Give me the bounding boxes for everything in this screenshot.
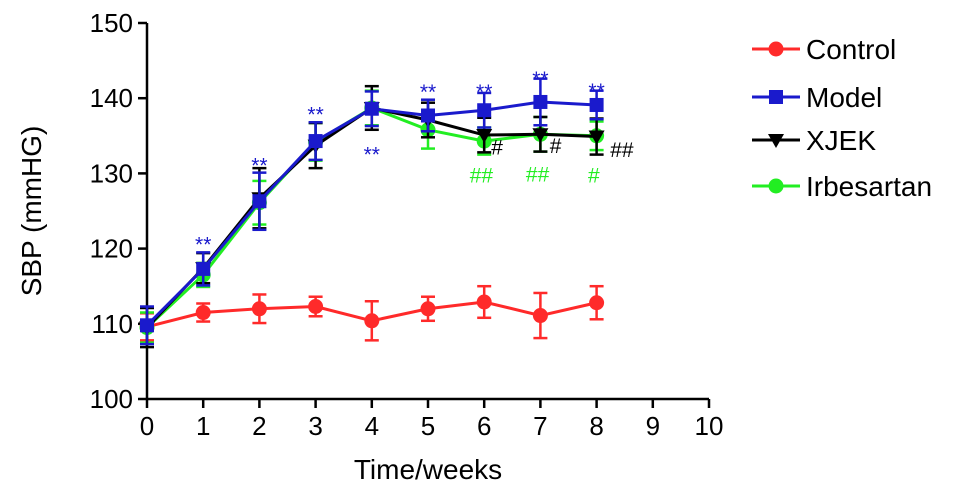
significance-annotations: ********** ******# # #### ## # — [195, 68, 634, 256]
legend-marker-model — [769, 90, 783, 104]
series-line-xjek — [145, 106, 597, 329]
x-tick-label: 0 — [140, 411, 154, 441]
data-point-model — [364, 101, 379, 116]
annotation-mark: ** — [307, 104, 323, 127]
data-point-model — [252, 194, 267, 209]
data-point-control — [476, 294, 492, 310]
data-point-model — [477, 103, 492, 118]
data-point-control — [532, 308, 548, 324]
annotation-mark: # — [491, 137, 503, 160]
annotation-mark: ## — [610, 139, 634, 162]
data-point-control — [195, 305, 211, 321]
data-point-model — [308, 134, 323, 149]
annotation-mark: # — [550, 135, 562, 158]
data-point-xjek — [588, 130, 605, 145]
axes: 100 110 120 130 140 150 0 1 2 3 4 5 6 7 8 9 10 — [90, 8, 724, 441]
annotation-mark: ## — [526, 164, 550, 187]
y-tick-label: 150 — [90, 8, 133, 38]
y-tick-label: 100 — [90, 384, 133, 414]
series-control — [139, 284, 605, 342]
x-tick-label: 4 — [365, 411, 379, 441]
annotation-mark: ** — [195, 234, 211, 257]
data-point-control — [364, 313, 380, 329]
data-point-model — [140, 318, 154, 333]
data-point-xjek — [532, 128, 549, 143]
legend-label-xjek: XJEK — [806, 125, 876, 156]
series-line-irbesartan — [145, 106, 597, 329]
legend-item-irbesartan: Irbesartan — [752, 171, 932, 202]
legend-label-control: Control — [806, 34, 896, 65]
x-axis-title: Time/weeks — [354, 454, 502, 485]
x-tick-label: 10 — [695, 411, 724, 441]
annotation-mark: ** — [420, 81, 436, 104]
annotation-mark: ** — [532, 68, 548, 91]
x-tick-label: 1 — [196, 411, 210, 441]
legend-label-model: Model — [806, 82, 882, 113]
series-model — [140, 77, 604, 346]
data-point-model — [589, 97, 604, 112]
legend-label-irbesartan: Irbesartan — [806, 171, 932, 202]
annotation-mark: ** — [588, 80, 604, 103]
y-tick-label: 110 — [92, 309, 133, 339]
y-tick-label: 130 — [90, 158, 133, 188]
legend-marker-control — [768, 41, 784, 57]
legend-item-control: Control — [752, 34, 896, 65]
annotation-mark: # — [588, 164, 600, 187]
data-point-model — [421, 108, 435, 123]
y-axis-title: SBP (mmHG) — [16, 126, 47, 297]
legend: Control Model XJEK Irbesartan — [752, 34, 932, 202]
data-point-control — [589, 295, 605, 311]
annotation-mark: ** — [251, 155, 267, 178]
legend-marker-irbesartan — [768, 178, 784, 194]
legend-marker-xjek — [768, 134, 784, 148]
annotation-mark: ## — [470, 164, 494, 187]
x-tick-label: 6 — [477, 411, 491, 441]
x-tick-label: 7 — [533, 411, 547, 441]
x-tick-label: 2 — [252, 411, 266, 441]
data-point-model — [196, 261, 211, 276]
y-tick-label: 140 — [90, 83, 133, 113]
x-tick-label: 9 — [646, 411, 660, 441]
x-tick-label: 3 — [308, 411, 322, 441]
y-tick-label: 120 — [90, 234, 133, 264]
annotation-mark: ** — [476, 81, 492, 104]
x-tick-label: 5 — [421, 411, 435, 441]
data-point-control — [420, 301, 436, 317]
data-point-control — [308, 299, 324, 315]
legend-item-model: Model — [752, 82, 882, 113]
series-layer — [139, 77, 605, 349]
data-point-xjek — [476, 129, 493, 144]
data-point-model — [533, 94, 548, 109]
annotation-mark: ** — [364, 143, 380, 166]
legend-item-xjek: XJEK — [752, 125, 876, 156]
x-tick-label: 8 — [589, 411, 603, 441]
data-point-control — [251, 301, 267, 317]
